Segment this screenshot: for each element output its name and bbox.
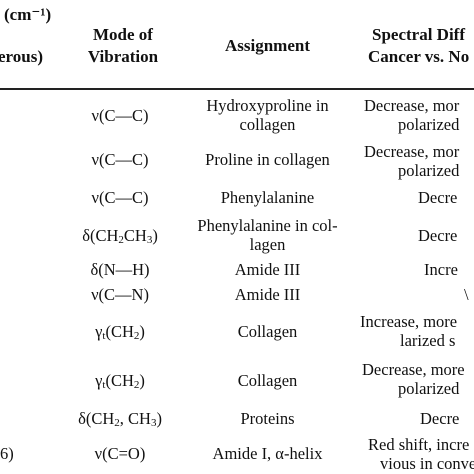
row4-mode: δ(CH2CH3) bbox=[70, 226, 170, 246]
row1-mode: ν(C—C) bbox=[91, 106, 149, 125]
header-col0-line2: erous) bbox=[0, 47, 44, 66]
row8-mode: γt(CH2) bbox=[95, 371, 145, 391]
row10-mode: ν(C=O) bbox=[94, 444, 146, 463]
row1-spec-line2: polarized bbox=[398, 115, 460, 134]
row4-assign-line2: lagen bbox=[249, 235, 286, 254]
header-mode-line1: Mode of bbox=[93, 25, 153, 44]
row8-spec-line2: polarized bbox=[398, 379, 460, 398]
row5-assign: Amide III bbox=[234, 260, 301, 279]
header-spectral-line2: Cancer vs. No bbox=[368, 47, 470, 66]
header-wavenumber-unit: (cm⁻¹) bbox=[4, 5, 52, 24]
row9-mode: δ(CH2, CH3) bbox=[78, 409, 162, 429]
header-mode-line2: Vibration bbox=[87, 47, 159, 66]
row1-spec-line1: Decrease, mor bbox=[364, 96, 460, 115]
row4-mode-text: δ(CH2CH3) bbox=[82, 226, 158, 246]
row6-mode: ν(C—N) bbox=[91, 285, 149, 304]
row7-spec-line1: Increase, more bbox=[360, 312, 458, 331]
row5-spec: Incre bbox=[424, 260, 458, 279]
row6-spec: \ bbox=[464, 285, 469, 304]
row4-assign-line1: Phenylalanine in col- bbox=[197, 216, 338, 235]
header-rule bbox=[0, 88, 474, 90]
row2-spec-line2: polarized bbox=[398, 161, 460, 180]
header-spectral-line1: Spectral Diff bbox=[372, 25, 466, 44]
row6-assign: Amide III bbox=[234, 285, 301, 304]
row3-mode: ν(C—C) bbox=[91, 188, 149, 207]
row1-assign-line1: Hydroxyproline in bbox=[206, 96, 329, 115]
row9-assign: Proteins bbox=[240, 409, 295, 428]
row10-assign: Amide I, α-helix bbox=[212, 444, 323, 463]
row10-first: 6) bbox=[0, 444, 14, 463]
row10-spec-line2: vious in conver bbox=[380, 454, 474, 473]
row7-assign: Collagen bbox=[237, 322, 298, 341]
row7-mode: γt(CH2) bbox=[95, 322, 145, 342]
row5-mode: δ(N—H) bbox=[90, 260, 150, 279]
header-assignment: Assignment bbox=[224, 36, 310, 55]
row2-assign: Proline in collagen bbox=[205, 150, 330, 169]
row8-assign: Collagen bbox=[237, 371, 298, 390]
row8-spec-line1: Decrease, more bbox=[362, 360, 465, 379]
row10-spec-line1: Red shift, incre bbox=[368, 435, 470, 454]
row1-assign-line2: collagen bbox=[239, 115, 296, 134]
row9-spec: Decre bbox=[420, 409, 460, 428]
row3-spec: Decre bbox=[418, 188, 458, 207]
row4-spec: Decre bbox=[418, 226, 458, 245]
row3-assign: Phenylalanine bbox=[220, 188, 315, 207]
row2-spec-line1: Decrease, mor bbox=[364, 142, 460, 161]
row7-spec-line2: larized s bbox=[400, 331, 456, 350]
row2-mode: ν(C—C) bbox=[91, 150, 149, 169]
